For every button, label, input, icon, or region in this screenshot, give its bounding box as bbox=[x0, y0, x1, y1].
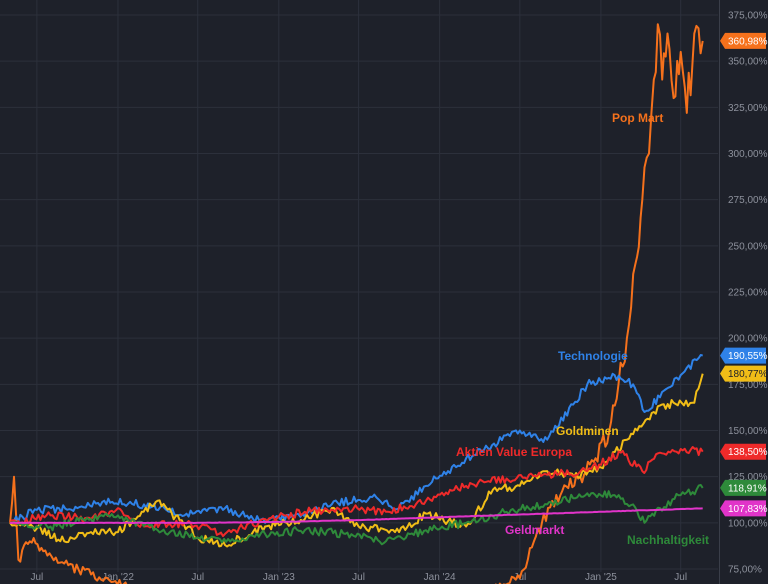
tag-background bbox=[720, 479, 766, 496]
last-value-tag: 107,83% bbox=[720, 500, 768, 517]
last-value-label: 190,55% bbox=[728, 351, 768, 362]
y-tick-label: 275,00% bbox=[728, 195, 768, 206]
grid bbox=[0, 0, 718, 572]
y-tick-label: 350,00% bbox=[728, 57, 768, 68]
y-tick-label: 200,00% bbox=[728, 334, 768, 345]
y-tick-label: 75,00% bbox=[728, 565, 762, 576]
tag-background bbox=[720, 443, 766, 460]
x-tick-label: Jan '24 bbox=[424, 572, 456, 583]
x-tick-label: Jul bbox=[352, 572, 365, 583]
series-line-pop-mart bbox=[9, 23, 704, 584]
last-value-label: 360,98% bbox=[728, 36, 768, 47]
series-name-label: Aktien Value Europa bbox=[456, 445, 572, 459]
y-tick-label: 225,00% bbox=[728, 288, 768, 299]
last-value-tag: 360,98% bbox=[720, 32, 768, 49]
x-tick-label: Jul bbox=[674, 572, 687, 583]
x-tick-label: Jul bbox=[191, 572, 204, 583]
y-tick-label: 300,00% bbox=[728, 149, 768, 160]
series-line-geldmarkt bbox=[9, 507, 703, 524]
y-tick-label: 125,00% bbox=[728, 472, 768, 483]
series-line-technologie bbox=[9, 354, 703, 524]
tag-background bbox=[720, 347, 766, 364]
y-tick-label: 100,00% bbox=[728, 518, 768, 529]
series-name-label: Geldmarkt bbox=[505, 523, 564, 537]
tag-background bbox=[720, 500, 766, 517]
last-value-tag: 190,55% bbox=[720, 347, 768, 364]
y-tick-label: 175,00% bbox=[728, 380, 768, 391]
last-value-tag: 138,50% bbox=[720, 443, 768, 460]
x-tick-label: Jan '25 bbox=[585, 572, 617, 583]
last-value-tag: 118,91% bbox=[720, 479, 767, 496]
tag-background bbox=[720, 32, 766, 49]
last-value-label: 180,77% bbox=[728, 369, 768, 380]
y-tick-label: 325,00% bbox=[728, 103, 768, 114]
y-tick-label: 250,00% bbox=[728, 241, 768, 252]
last-value-label: 107,83% bbox=[728, 504, 768, 515]
tag-background bbox=[720, 365, 766, 382]
last-value-label: 118,91% bbox=[728, 483, 767, 494]
y-tick-label: 150,00% bbox=[728, 426, 768, 437]
last-value-label: 138,50% bbox=[728, 447, 768, 458]
series-lines bbox=[9, 23, 704, 584]
series-name-label: Nachhaltigkeit bbox=[627, 533, 709, 547]
series-line-aktien-value-europa bbox=[9, 446, 704, 538]
series-name-label: Technologie bbox=[558, 349, 628, 363]
series-line-nachhaltigkeit bbox=[9, 483, 704, 546]
series-name-label: Pop Mart bbox=[612, 111, 663, 125]
last-value-tag: 180,77% bbox=[720, 365, 768, 382]
y-tick-label: 375,00% bbox=[728, 11, 768, 22]
x-tick-label: Jul bbox=[30, 572, 43, 583]
x-tick-label: Jan '23 bbox=[263, 572, 295, 583]
series-name-label: Goldminen bbox=[556, 424, 619, 438]
x-tick-label: Jan '22 bbox=[102, 572, 134, 583]
